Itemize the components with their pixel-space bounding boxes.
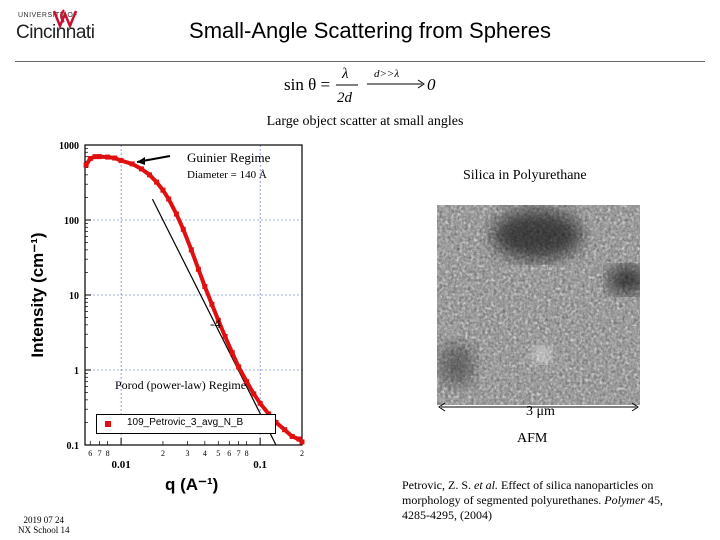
slide-caption: Large object scatter at small angles [266, 114, 464, 129]
data-point [118, 158, 124, 164]
data-point [146, 172, 152, 178]
data-point [229, 350, 235, 356]
data-point [129, 161, 135, 167]
plot-legend: 109_Petrovic_3_avg_N_B [96, 414, 276, 434]
data-point [215, 317, 221, 323]
x-minor-tick-label: 7 [98, 449, 102, 458]
equation-lhs: sin θ = [284, 75, 330, 94]
data-point [173, 211, 179, 217]
university-name: Cincinnati [16, 22, 95, 43]
data-point [296, 436, 302, 442]
x-minor-tick-label: 5 [216, 449, 220, 458]
slope-label: -4 [210, 316, 221, 331]
data-point [282, 427, 288, 433]
x-axis-label: q (A⁻¹) [165, 475, 219, 494]
data-point [244, 379, 250, 385]
data-point [257, 400, 263, 406]
slope-line [151, 198, 277, 446]
citation-authors: Petrovic, Z. S. [402, 478, 471, 492]
title-divider [15, 61, 705, 62]
data-point [166, 196, 172, 202]
scale-bar [438, 402, 639, 412]
guinier-regime-label: Guinier Regime [187, 150, 271, 165]
x-minor-tick-label: 3 [185, 449, 189, 458]
citation-title: Effect of silica nanoparticles on morpho… [402, 478, 654, 507]
guinier-arrow-icon [137, 157, 145, 165]
data-point [154, 179, 160, 185]
x-major-tick-label: 0.01 [111, 459, 130, 471]
data-point [202, 283, 208, 289]
scale-left-arrow-icon [438, 402, 446, 412]
data-point [289, 433, 295, 439]
data-point [105, 154, 111, 160]
x-minor-tick-label: 8 [245, 449, 249, 458]
data-point [160, 187, 166, 193]
data-point [222, 333, 228, 339]
x-major-tick-label: 0.1 [253, 459, 267, 471]
citation-etal: et al. [474, 478, 498, 492]
x-minor-tick-label: 2 [300, 449, 304, 458]
legend-entry: 109_Petrovic_3_avg_N_B [127, 417, 244, 428]
scale-right-arrow-icon [631, 402, 639, 412]
footer-date: 2019 07 24 [23, 515, 65, 525]
data-point [83, 162, 89, 168]
data-point [87, 156, 93, 162]
data-point [195, 266, 201, 272]
y-tick-label: 100 [64, 216, 79, 227]
afm-micrograph [437, 205, 640, 405]
data-point [138, 166, 144, 172]
footer-event: NX School 14 [18, 525, 70, 535]
afm-title: Silica in Polyurethane [463, 168, 587, 183]
scale-bar-label: 3 μm [526, 404, 555, 419]
bragg-equation: sin θ = λ 2d d>>λ 0 [284, 66, 436, 106]
slide-title: Small-Angle Scattering from Spheres [189, 18, 551, 43]
y-tick-label: 1000 [59, 141, 79, 152]
x-minor-tick-label: 6 [88, 449, 92, 458]
slope-reference-line [151, 198, 277, 446]
x-minor-tick-label: 4 [203, 449, 207, 458]
data-series [83, 154, 305, 445]
data-point [180, 226, 186, 232]
data-point [97, 154, 103, 160]
data-point [251, 391, 257, 397]
university-prefix: UNIVERSITY OF [18, 12, 79, 19]
afm-label: AFM [517, 431, 548, 446]
plot-grid [85, 144, 302, 446]
equation-numerator: λ [341, 66, 349, 82]
equation-result: 0 [427, 75, 436, 94]
equation-condition: d>>λ [374, 68, 399, 80]
y-tick-label: 10 [69, 291, 79, 302]
citation: Petrovic, Z. S. et al. Effect of silica … [402, 478, 692, 523]
data-point [112, 155, 118, 161]
data-point [209, 301, 215, 307]
data-point [92, 154, 98, 160]
slide-footer: 2019 07 24 NX School 14 [18, 515, 70, 535]
diameter-label: Diameter = 140 Å [187, 169, 267, 181]
legend-marker [105, 421, 111, 427]
data-series-line [84, 154, 304, 444]
y-axis-label: Intensity (cm⁻¹) [28, 232, 47, 358]
citation-details: 45, 4285-4295, (2004) [402, 493, 663, 522]
x-minor-tick-label: 7 [237, 449, 241, 458]
university-logo-mark [52, 9, 78, 30]
data-point [299, 439, 305, 445]
data-point [236, 364, 242, 370]
x-minor-tick-label: 6 [227, 449, 231, 458]
equation-denominator: 2d [337, 90, 353, 106]
porod-regime-label: Porod (power-law) Regime [115, 378, 247, 392]
arrow-head-icon [417, 79, 425, 89]
data-point [188, 247, 194, 253]
x-minor-tick-label: 2 [161, 449, 165, 458]
citation-journal: Polymer [604, 493, 645, 507]
y-tick-label: 0.1 [67, 441, 80, 452]
y-tick-label: 1 [74, 366, 79, 377]
x-minor-tick-label: 8 [106, 449, 110, 458]
data-point [266, 411, 272, 417]
